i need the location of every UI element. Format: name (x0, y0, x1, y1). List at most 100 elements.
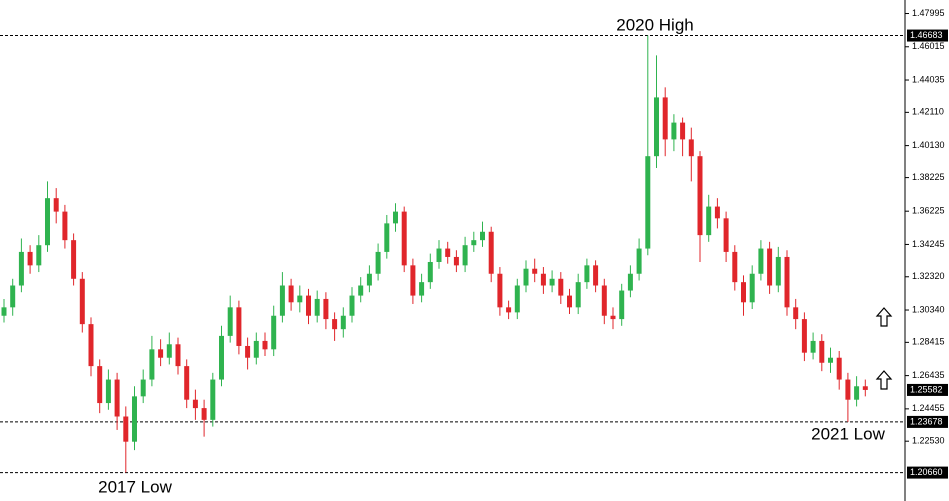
y-tick-label: 1.24455 (912, 403, 945, 413)
candle-body (253, 340, 259, 358)
y-tick-label: 1.46015 (912, 41, 945, 51)
level-box (907, 29, 948, 42)
candle-body (601, 285, 607, 316)
y-tick-label: 1.40130 (912, 140, 945, 150)
candle-body (558, 278, 564, 296)
candle-body (741, 282, 746, 303)
candle-body (584, 265, 590, 283)
y-tick-label: 1.30340 (912, 304, 945, 314)
candle-body (10, 285, 16, 308)
candle-body (680, 122, 686, 140)
candle-body (384, 223, 390, 252)
candle-body (158, 349, 164, 358)
price-box-label: 1.25582 (910, 384, 943, 394)
candle-body (184, 366, 190, 400)
candle-body (219, 335, 224, 380)
candle-body (401, 211, 407, 266)
annotation: 2020 High (616, 15, 694, 34)
candle-body (245, 345, 251, 358)
candle-body (27, 251, 33, 266)
y-tick-label: 1.38225 (912, 172, 945, 182)
candle-body (18, 251, 24, 286)
candle-body (436, 248, 442, 262)
candle-body (532, 268, 538, 274)
candle-body (36, 245, 42, 266)
candle-body (340, 315, 346, 330)
candle-body (297, 295, 303, 303)
candle-body (271, 315, 277, 350)
candle-body (697, 156, 703, 236)
y-tick-label: 1.22530 (912, 436, 945, 446)
candle-body (175, 344, 181, 367)
candle-body (567, 295, 572, 308)
y-tick-label: 1.44035 (912, 74, 945, 84)
candle-body (540, 273, 546, 286)
candle-body (123, 416, 129, 442)
candle-body (105, 379, 111, 404)
candle-body (53, 198, 59, 212)
candle-body (654, 97, 659, 157)
candle-body (79, 278, 85, 325)
y-tick-label: 1.42110 (912, 107, 944, 117)
candle-body (723, 218, 729, 252)
annotation: 2021 Low (811, 424, 885, 443)
candle-body (506, 307, 512, 313)
candle-body (1, 307, 7, 316)
candle-body (349, 295, 355, 316)
y-tick-label: 1.36225 (912, 206, 945, 216)
candle-body (767, 248, 773, 286)
candle-body (714, 206, 720, 219)
candle-body (688, 139, 694, 157)
candle-body (610, 315, 616, 320)
price-box (907, 383, 948, 396)
candle-body (749, 273, 755, 303)
candle-body (306, 295, 311, 316)
candle-body (549, 278, 555, 286)
candle-body (828, 357, 833, 363)
candle-body (279, 285, 285, 316)
candle-body (201, 408, 207, 420)
candle-body (575, 282, 581, 308)
candle-body (523, 268, 529, 286)
candle-body (462, 245, 468, 266)
candle-body (140, 379, 146, 397)
arrow-up-icon (875, 307, 893, 390)
candle-body (732, 251, 738, 283)
candle-body (619, 290, 625, 320)
candle-body (671, 122, 677, 140)
candle-body (166, 344, 172, 358)
candle-body (419, 282, 425, 296)
y-tick-label: 1.26435 (912, 370, 945, 380)
candle-body (480, 231, 485, 241)
candle-body (862, 386, 868, 390)
candle-body (393, 211, 398, 224)
candle-body (88, 324, 94, 367)
candle-body (62, 211, 68, 241)
candle-body (236, 307, 242, 346)
candle-body (488, 231, 494, 274)
candle-body (784, 256, 790, 308)
candle-body (427, 261, 433, 283)
candle-body (410, 265, 416, 296)
candle-body (819, 340, 825, 363)
candle-body (706, 206, 712, 236)
candle-body (262, 340, 268, 350)
candle-body (845, 379, 851, 400)
level-box-label: 1.23678 (910, 416, 943, 426)
candle-body (314, 298, 320, 316)
annotation: 2017 Low (98, 477, 172, 496)
candle-body (836, 357, 842, 380)
candle-body (71, 240, 77, 279)
candle-body (149, 349, 155, 380)
level-box-label: 1.20660 (910, 467, 943, 477)
candle-body (514, 285, 520, 313)
candle-body (627, 273, 633, 291)
candle-body (132, 396, 137, 442)
candle-body (332, 319, 338, 330)
candle-body (854, 386, 860, 400)
candle-body (445, 248, 451, 257)
candle-body (375, 251, 381, 274)
candle-body (645, 156, 651, 249)
candle-body (227, 307, 233, 336)
